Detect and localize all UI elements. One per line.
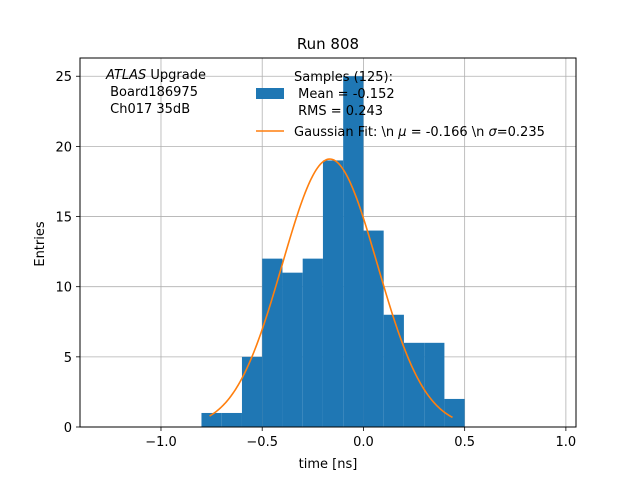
y-axis-label: Entries [33, 221, 48, 267]
legend-histogram-mean: Mean = -0.152 [294, 87, 395, 102]
legend-fit-suffix: =0.235 [497, 125, 545, 140]
annotation-line-1: ATLAS Upgrade [105, 68, 206, 83]
histogram-bar [302, 258, 323, 427]
gaussian-fit-line [209, 158, 453, 419]
annotation-line-1-rest: Upgrade [146, 68, 206, 83]
legend-fit-prefix: Gaussian Fit: \n [294, 125, 398, 140]
y-tick-label: 15 [55, 211, 72, 226]
histogram-bar [201, 412, 222, 427]
annotation-box: ATLAS Upgrade Board186975 Ch017 35dB [105, 68, 206, 117]
histogram-bar [221, 412, 242, 427]
x-tick-label: 0.5 [454, 435, 475, 450]
x-axis-label: time [ns] [299, 457, 358, 472]
x-tick-label: 1.0 [556, 435, 577, 450]
histogram-bar [383, 314, 404, 427]
legend-fit-sigma-symbol: σ [489, 125, 498, 140]
y-tick-label: 20 [55, 140, 72, 155]
histogram-bar [403, 342, 425, 427]
y-tick-label: 0 [64, 421, 72, 436]
legend: Samples (125): Mean = -0.152 RMS = 0.243… [256, 70, 545, 140]
legend-fit-mid: = -0.166 \n [407, 125, 489, 140]
legend-histogram-name: Samples (125): [294, 70, 393, 85]
histogram-bar [322, 160, 344, 427]
x-tick-label: 0.0 [353, 435, 374, 450]
histogram-bar [363, 230, 384, 427]
legend-histogram-rms: RMS = 0.243 [294, 104, 383, 119]
legend-histogram-swatch [256, 88, 284, 99]
histogram-bar [343, 76, 364, 428]
legend-fit-label: Gaussian Fit: \n μ = -0.166 \n σ=0.235 [294, 125, 545, 140]
x-tick-label: −1.0 [145, 435, 177, 450]
axis-ticks: −1.0 −0.5 0.0 0.5 1.0 0 5 10 15 20 25 [55, 70, 576, 450]
annotation-line-2: Board186975 [106, 85, 198, 100]
histogram-bar [241, 356, 263, 427]
annotation-experiment: ATLAS [105, 68, 146, 83]
y-tick-label: 5 [64, 351, 72, 366]
histogram-bar [424, 342, 445, 427]
histogram-bars [201, 76, 465, 428]
histogram-bar [444, 398, 465, 427]
plot-frame [79, 57, 577, 428]
histogram-bar [262, 258, 283, 427]
histogram-bar [282, 272, 303, 427]
y-tick-label: 10 [55, 281, 72, 296]
legend-fit-mu-symbol: μ [397, 125, 406, 140]
y-tick-label: 25 [55, 70, 72, 85]
x-tick-label: −0.5 [246, 435, 278, 450]
fit-curve-layer [209, 158, 453, 419]
chart-title: Run 808 [297, 35, 359, 53]
annotation-line-3: Ch017 35dB [106, 102, 190, 117]
